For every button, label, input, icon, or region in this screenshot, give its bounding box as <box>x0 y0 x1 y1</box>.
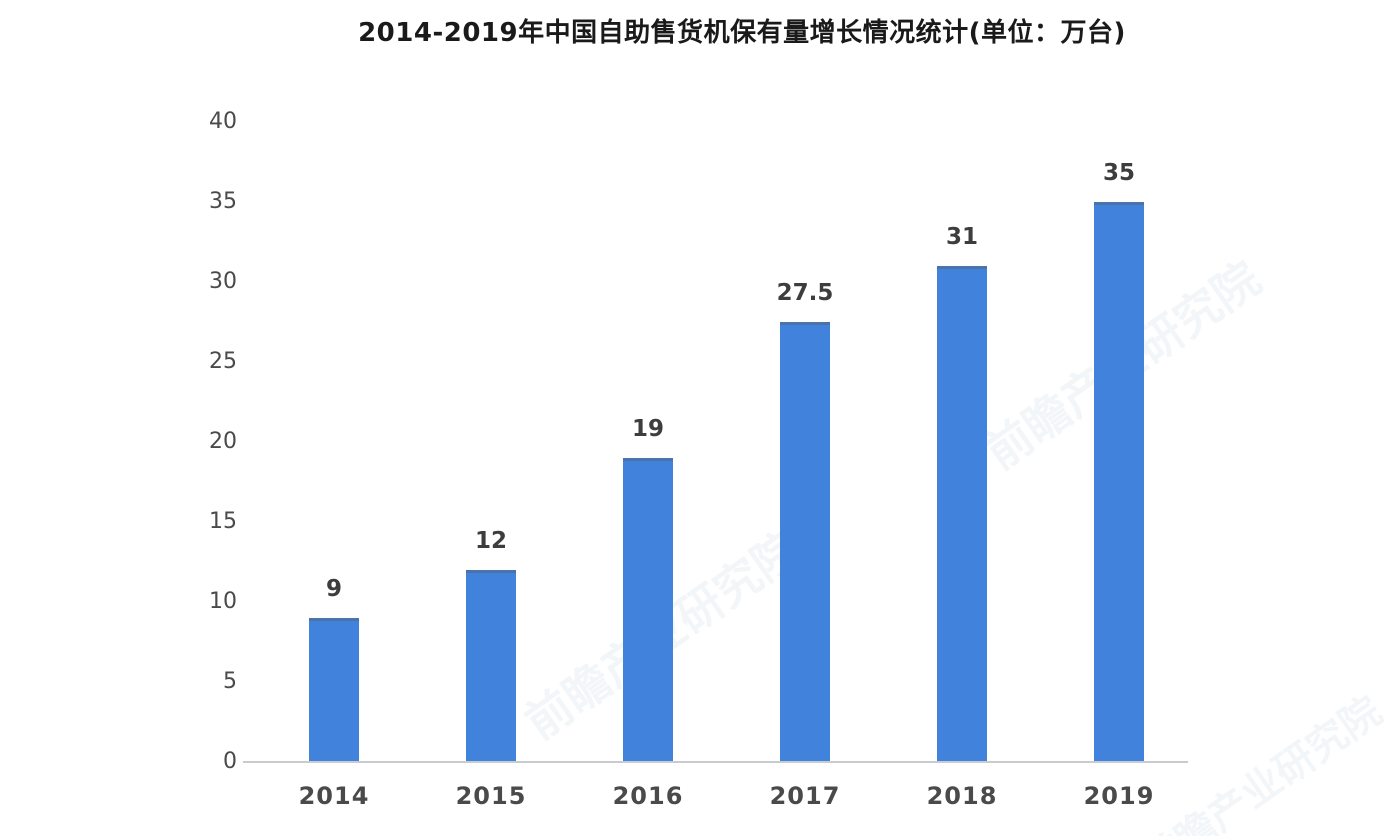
x-tick-label-2019: 2019 <box>1083 782 1155 810</box>
bar-value-label-2019: 35 <box>1102 160 1135 186</box>
bar-2019 <box>1094 202 1144 762</box>
chart-title: 2014-2019年中国自助售货机保有量增长情况统计(单位：万台) <box>358 18 1126 48</box>
y-tick-label-30: 30 <box>209 269 237 294</box>
bar-2018 <box>937 266 987 762</box>
x-tick-label-2017: 2017 <box>769 782 841 810</box>
y-tick-label-5: 5 <box>223 669 237 694</box>
y-tick-label-25: 25 <box>209 349 237 374</box>
bar-value-label-2016: 19 <box>631 416 664 442</box>
bar-value-label-2017: 27.5 <box>776 280 834 306</box>
y-tick-label-10: 10 <box>209 589 237 614</box>
bar-2015 <box>466 570 516 762</box>
watermark: 前瞻产业研究院 <box>1134 688 1391 836</box>
y-tick-label-35: 35 <box>209 189 237 214</box>
x-tick-label-2015: 2015 <box>455 782 527 810</box>
bar-2014 <box>309 618 359 762</box>
y-tick-label-20: 20 <box>209 429 237 454</box>
bar-value-label-2018: 31 <box>945 224 978 250</box>
bar-value-label-2014: 9 <box>325 576 342 602</box>
x-axis-line <box>243 761 1188 763</box>
y-tick-label-15: 15 <box>209 509 237 534</box>
bar-2016 <box>623 458 673 762</box>
x-tick-label-2016: 2016 <box>612 782 684 810</box>
y-tick-label-0: 0 <box>223 749 237 774</box>
x-tick-label-2014: 2014 <box>298 782 370 810</box>
bar-value-label-2015: 12 <box>474 528 507 554</box>
x-tick-label-2018: 2018 <box>926 782 998 810</box>
y-tick-label-40: 40 <box>209 109 237 134</box>
bar-2017 <box>780 322 830 762</box>
